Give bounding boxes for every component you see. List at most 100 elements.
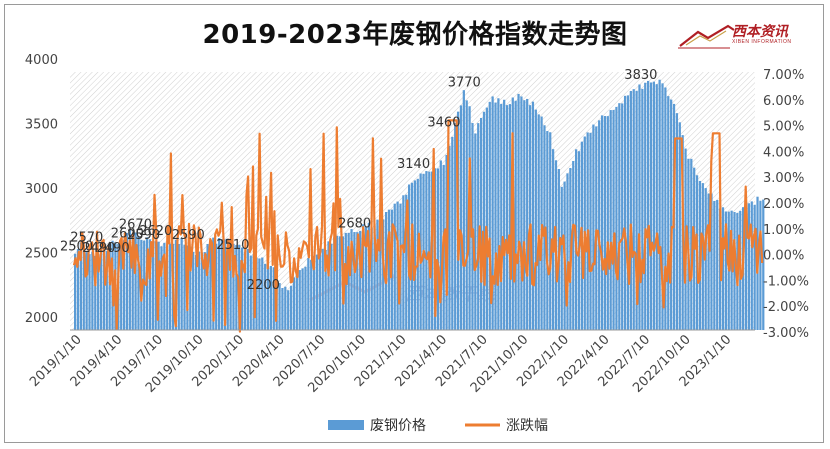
price-bar bbox=[333, 237, 336, 330]
price-bar bbox=[180, 238, 183, 330]
left-tick-label: 4000 bbox=[25, 53, 58, 68]
price-bar bbox=[503, 99, 506, 331]
data-label: 3830 bbox=[624, 68, 657, 83]
price-bar bbox=[278, 283, 281, 330]
price-bar bbox=[644, 82, 647, 331]
price-bar bbox=[79, 242, 82, 330]
price-bar bbox=[701, 183, 704, 330]
data-label: 2500 bbox=[60, 240, 93, 255]
price-bar bbox=[661, 83, 664, 330]
data-label: 2490 bbox=[82, 241, 115, 256]
price-bar bbox=[485, 107, 488, 330]
price-bar bbox=[318, 248, 321, 330]
price-bar bbox=[143, 240, 146, 330]
price-bar bbox=[189, 246, 192, 330]
price-bar bbox=[315, 254, 319, 330]
price-bar bbox=[600, 115, 604, 331]
price-bar bbox=[387, 209, 391, 330]
price-bar bbox=[163, 242, 166, 330]
price-bar bbox=[479, 117, 483, 330]
price-bar bbox=[638, 84, 641, 330]
price-bar bbox=[540, 116, 543, 330]
right-tick-label: 5.00% bbox=[763, 120, 804, 135]
legend-swatch-price bbox=[328, 420, 364, 430]
price-bar bbox=[747, 203, 751, 330]
price-bar bbox=[122, 240, 126, 330]
price-bar bbox=[690, 158, 693, 330]
left-tick-label: 3000 bbox=[25, 182, 58, 197]
price-bar bbox=[526, 98, 529, 330]
logo-icon bbox=[678, 24, 735, 49]
data-label: 2590 bbox=[172, 228, 205, 243]
price-bar bbox=[353, 232, 356, 330]
price-bar bbox=[356, 232, 359, 330]
price-bar bbox=[82, 252, 85, 330]
price-bar bbox=[710, 193, 713, 330]
price-bar bbox=[287, 290, 290, 330]
price-bar bbox=[658, 79, 661, 330]
price-bar bbox=[373, 225, 376, 330]
price-bar bbox=[598, 120, 601, 330]
left-tick-label: 3500 bbox=[25, 118, 58, 133]
price-bar bbox=[105, 251, 108, 330]
price-bar bbox=[589, 132, 592, 330]
right-tick-label: 0.00% bbox=[763, 249, 804, 264]
price-bar bbox=[471, 123, 474, 331]
price-bar bbox=[327, 241, 330, 330]
x-axis: 2019/1/102019/4/102019/7/102019/10/10202… bbox=[27, 329, 755, 396]
price-bar bbox=[436, 168, 440, 330]
price-bar bbox=[474, 133, 477, 330]
price-bar bbox=[678, 122, 681, 330]
right-axis: -3.00% -2.00% -1.00% 0.00% 1.00% 2.00% 3.00% 4.… bbox=[763, 68, 809, 341]
change-series-line bbox=[72, 119, 764, 333]
data-label: 2590 bbox=[127, 228, 160, 243]
price-bar bbox=[97, 254, 100, 330]
legend-label-price: 废钢价格 bbox=[370, 418, 426, 434]
left-tick-label: 2000 bbox=[25, 311, 58, 326]
data-label: 2200 bbox=[247, 278, 280, 293]
price-bar bbox=[324, 249, 327, 330]
right-tick-label: 3.00% bbox=[763, 171, 804, 186]
price-bar bbox=[137, 236, 140, 330]
data-label: 2570 bbox=[70, 231, 103, 246]
price-bar bbox=[652, 81, 655, 331]
price-bar bbox=[425, 171, 428, 330]
price-bar bbox=[759, 200, 762, 330]
right-tick-label: 2.00% bbox=[763, 197, 804, 212]
price-bar bbox=[200, 252, 203, 330]
price-bar bbox=[462, 90, 465, 330]
data-label: 2620 bbox=[139, 224, 172, 239]
price-bar bbox=[235, 245, 238, 330]
price-bar bbox=[347, 232, 350, 330]
price-bar bbox=[243, 251, 247, 330]
price-bar bbox=[203, 252, 206, 330]
data-label: 2510 bbox=[216, 238, 249, 253]
price-bar bbox=[649, 82, 653, 330]
price-bar bbox=[91, 251, 94, 330]
price-bar bbox=[454, 122, 457, 330]
price-bar bbox=[177, 243, 180, 330]
price-bar bbox=[549, 132, 552, 330]
price-bar bbox=[670, 99, 673, 330]
price-bar bbox=[220, 239, 224, 330]
price-bar bbox=[566, 173, 569, 330]
data-label: 3460 bbox=[427, 116, 460, 131]
price-bar bbox=[125, 232, 129, 330]
price-bar bbox=[292, 277, 296, 330]
price-bar bbox=[505, 105, 509, 331]
price-bar bbox=[307, 257, 310, 330]
price-bar bbox=[376, 219, 379, 330]
price-bar bbox=[655, 84, 658, 331]
price-bar bbox=[206, 244, 209, 330]
price-bar bbox=[76, 249, 80, 330]
price-bar bbox=[359, 230, 362, 330]
price-bar bbox=[266, 266, 270, 330]
price-bar bbox=[154, 241, 157, 330]
price-bar bbox=[609, 110, 612, 330]
price-bar bbox=[321, 248, 324, 330]
price-bar bbox=[289, 285, 293, 330]
price-bar bbox=[451, 136, 454, 330]
data-label: 2490 bbox=[97, 241, 130, 256]
price-bar bbox=[226, 238, 229, 330]
price-bar bbox=[361, 224, 365, 330]
